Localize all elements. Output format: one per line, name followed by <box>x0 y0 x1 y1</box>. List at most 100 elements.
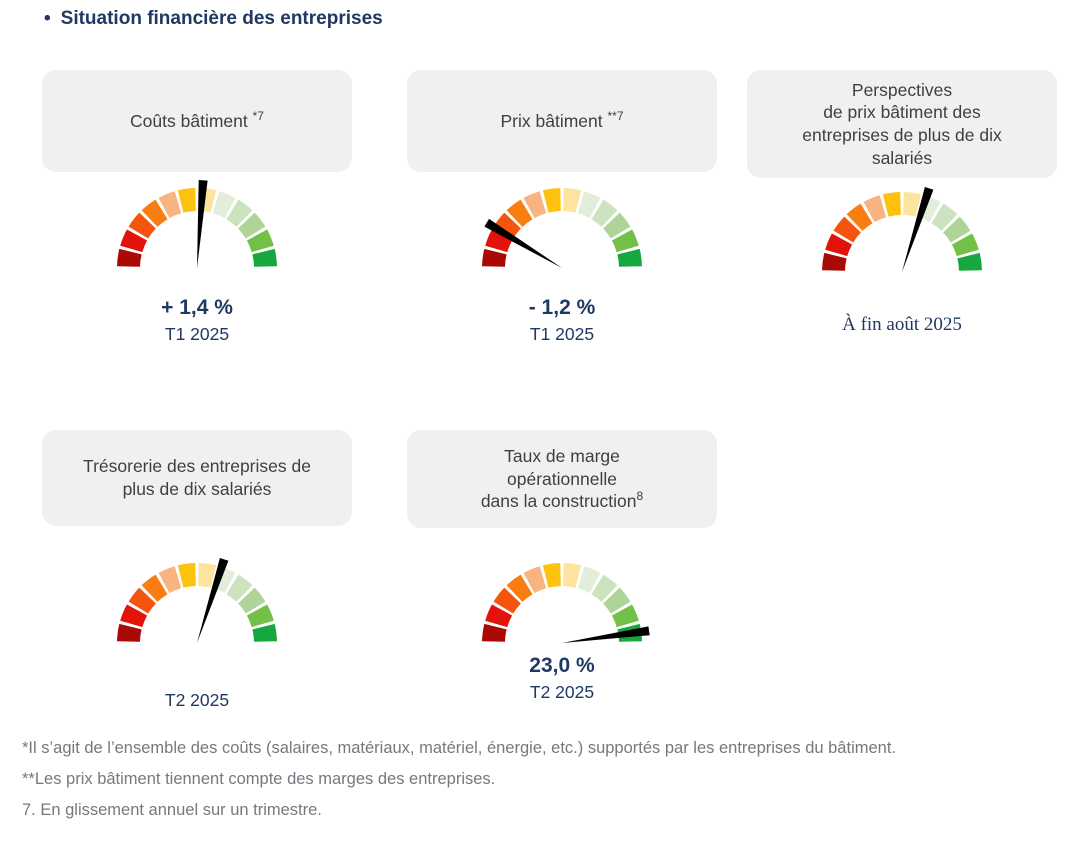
card-label-line: entreprises de plus de dix <box>802 125 1002 145</box>
gauge-segment <box>226 199 253 227</box>
gauge-block-prix-batiment: Prix bâtiment **7 - 1,2 % T1 2025 <box>407 70 717 345</box>
card-perspectives-prix: Perspectives de prix bâtiment des entrepri… <box>747 70 1057 178</box>
gauge-value: 23,0 % <box>529 654 595 677</box>
gauge-segment <box>523 191 547 219</box>
card-label-line: opérationnelle <box>507 468 617 489</box>
gauge-segment <box>611 604 639 628</box>
card-label: Prix bâtiment **7 <box>501 110 624 133</box>
gauge-value: + 1,4 % <box>161 296 233 319</box>
card-label-line: dans la construction8 <box>480 489 644 512</box>
card-label-line: plus de dix salariés <box>122 479 272 499</box>
gauge-segment <box>957 252 982 271</box>
gauge-segment <box>252 623 277 642</box>
gauge-segment <box>506 199 533 227</box>
gauge-block-tresorerie: Trésorerie des entreprises de plus de dix… <box>42 430 352 711</box>
gauge-segment <box>246 229 274 253</box>
gauge-segment <box>485 604 513 628</box>
gauge-period: À fin août 2025 <box>842 314 962 335</box>
gauge-segment <box>117 248 142 267</box>
gauge-segment <box>120 229 148 253</box>
page-title: • Situation financière des entreprises <box>44 8 383 30</box>
gauge-segment <box>482 623 507 642</box>
gauge-segment <box>177 563 196 588</box>
footnote-marker: 8 <box>636 489 644 504</box>
gauge-block-taux-marge: Taux de marge opérationnelle dans la const… <box>407 430 717 703</box>
gauge-segment <box>493 212 521 239</box>
page-title-text: Situation financière des entreprises <box>60 8 383 29</box>
footnote: *Il s’agit de l’ensemble des coûts (sala… <box>22 739 897 757</box>
gauge-segment <box>117 623 142 642</box>
gauge-segment <box>246 604 274 628</box>
gauge-prix-batiment <box>467 176 657 276</box>
gauge-segment <box>833 216 861 243</box>
gauge-tresorerie <box>102 551 292 651</box>
card-prix-batiment: Prix bâtiment **7 <box>407 70 717 172</box>
gauge-segment <box>141 199 168 227</box>
card-label-line: de prix bâtiment des <box>823 102 981 123</box>
card-label-line: Trésorerie des entreprises de <box>83 456 311 477</box>
gauge-needle <box>197 180 208 268</box>
footnote-marker: **7 <box>607 108 624 123</box>
footnote: 7. En glissement annuel sur un trimestre… <box>22 800 322 819</box>
gauge-value: - 1,2 % <box>528 296 596 319</box>
gauge-segment <box>591 199 618 227</box>
gauge-segment <box>943 216 971 243</box>
footnote: **Les prix bâtiment tiennent compte des … <box>22 769 496 788</box>
card-label: Trésorerie des entreprises de plus de dix… <box>83 455 311 501</box>
gauge-segment <box>198 563 217 588</box>
gauge-segment <box>882 192 901 217</box>
gauge-segment <box>563 563 582 588</box>
gauge-segment <box>603 212 631 239</box>
card-label-line: Coûts bâtiment *7 <box>130 108 264 131</box>
gauge-period: T1 2025 <box>164 324 230 345</box>
gauge-segment <box>603 587 631 614</box>
gauge-segment <box>523 566 547 594</box>
gauge-segment <box>577 566 601 594</box>
card-label-line: salariés <box>871 147 933 168</box>
gauge-segment <box>177 188 196 213</box>
gauge-needle <box>562 626 650 643</box>
gauge-segment <box>846 203 873 231</box>
gauge-segment <box>141 574 168 602</box>
gauge-segment <box>825 233 853 257</box>
card-label-line: Prix bâtiment **7 <box>500 108 624 131</box>
gauge-needle <box>484 218 562 268</box>
gauge-segment <box>212 191 236 219</box>
card-couts-batiment: Coûts bâtiment *7 <box>42 70 352 172</box>
gauge-taux-marge <box>467 551 657 651</box>
card-label: Perspectives de prix bâtiment des entrepri… <box>802 79 1001 170</box>
gauge-segment <box>252 248 277 267</box>
gauge-segment <box>931 203 958 231</box>
card-label: Taux de marge opérationnelle dans la const… <box>481 445 643 513</box>
gauge-needle <box>902 187 934 272</box>
bullet-icon: • <box>44 8 51 29</box>
gauge-segment <box>903 192 922 217</box>
gauge-segment <box>542 188 561 213</box>
gauge-segment <box>238 212 266 239</box>
gauge-segment <box>563 188 582 213</box>
card-label-line: Perspectives <box>851 79 953 100</box>
gauge-period: T1 2025 <box>529 324 595 345</box>
gauge-segment <box>617 248 642 267</box>
gauge-needle <box>197 558 229 643</box>
gauge-segment <box>951 233 979 257</box>
gauge-segment <box>577 191 601 219</box>
card-label-line: Taux de marge <box>504 445 620 466</box>
gauge-couts-batiment <box>102 176 292 276</box>
card-taux-marge: Taux de marge opérationnelle dans la const… <box>407 430 717 528</box>
card-tresorerie: Trésorerie des entreprises de plus de dix… <box>42 430 352 526</box>
gauge-block-perspectives-prix: Perspectives de prix bâtiment des entrepri… <box>747 70 1057 337</box>
gauge-period: T2 2025 <box>164 690 230 710</box>
gauge-segment <box>158 566 182 594</box>
gauge-segment <box>506 574 533 602</box>
gauge-segment <box>822 252 847 271</box>
gauge-segment <box>128 212 156 239</box>
gauge-segment <box>238 587 266 614</box>
gauge-segment <box>493 587 521 614</box>
gauge-segment <box>485 229 513 253</box>
gauge-segment <box>120 604 148 628</box>
gauge-segment <box>482 248 507 267</box>
footnotes: *Il s’agit de l’ensemble des coûts (sala… <box>22 737 922 830</box>
gauge-segment <box>611 229 639 253</box>
footnote-marker: *7 <box>252 108 264 123</box>
